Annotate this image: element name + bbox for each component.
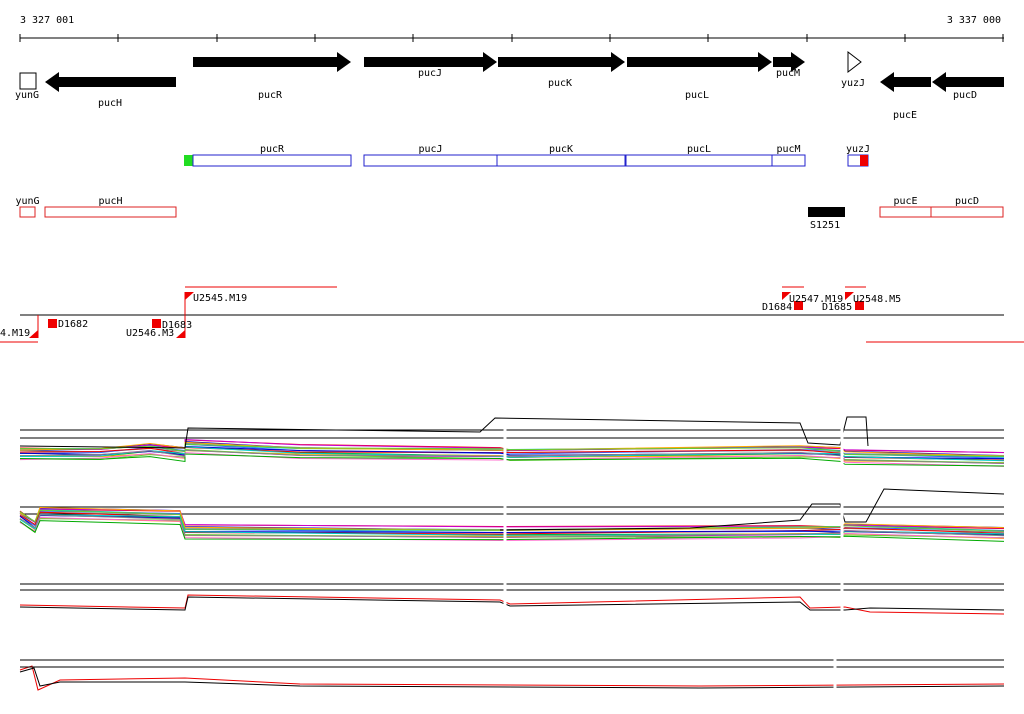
gene-arrow (627, 52, 772, 72)
gene-arrow (773, 52, 805, 72)
segment-label: U2547.M19 (789, 294, 843, 305)
gene-arrow (193, 52, 351, 72)
feature-label: pucR (260, 144, 285, 155)
forward-feature (771, 154, 806, 167)
feature-label: pucE (893, 196, 917, 207)
feature-label: yuzJ (846, 144, 870, 155)
ruler (19, 34, 1004, 42)
expr-top (499, 488, 1005, 531)
segment-label: 4.M19 (0, 328, 30, 339)
gene-arrow (847, 50, 862, 74)
feature-label: pucJ (418, 144, 442, 155)
gene-arrow (364, 52, 497, 72)
s-feature (808, 207, 845, 217)
segment-label: D1683 (162, 320, 192, 331)
segment-label: U2548.M5 (853, 294, 901, 305)
gene-label: pucJ (418, 68, 442, 79)
feature-label: yunG (15, 196, 39, 207)
gene-arrow (498, 52, 625, 72)
expr-top (19, 416, 869, 449)
forward-feature (496, 154, 626, 167)
end-marker (860, 155, 868, 166)
segment-label: D1682 (58, 319, 88, 330)
start-marker (184, 155, 193, 166)
gene-label: pucR (258, 90, 283, 101)
forward-feature (363, 154, 498, 167)
gene-label: yunG (15, 90, 39, 101)
expr-line (19, 667, 1005, 689)
segment-label: D1684 (762, 302, 792, 313)
segment-markers (29, 292, 864, 338)
gene-label: pucM (776, 68, 800, 79)
reverse-feature (44, 206, 177, 218)
feature-label: S1251 (810, 220, 840, 231)
expression-tracks (19, 416, 1005, 695)
expr-line (19, 596, 1005, 611)
ruler-start: 3 327 001 (20, 15, 74, 26)
segment-label: U2545.M19 (193, 293, 247, 304)
reverse-feature (19, 206, 36, 218)
forward-feature (625, 154, 773, 167)
gene-label: pucD (953, 90, 977, 101)
reverse-feature (879, 206, 932, 218)
feature-label: pucK (549, 144, 573, 155)
expr-line (19, 665, 1005, 691)
gene-label: pucK (548, 78, 572, 89)
feature-label: pucM (776, 144, 800, 155)
gene-box (19, 72, 37, 90)
gene-arrow (45, 72, 176, 92)
gene-label: yuzJ (841, 78, 865, 89)
ruler-end: 3 337 000 (947, 15, 1001, 26)
feature-label: pucH (98, 196, 122, 207)
gene-arrow (932, 72, 1004, 92)
expr-line (19, 594, 1005, 615)
gene-arrow (880, 72, 931, 92)
segment-label: U2546.M3 (126, 328, 174, 339)
feature-label: pucD (955, 196, 979, 207)
forward-feature (192, 154, 352, 167)
segment-label: D1685 (822, 302, 852, 313)
gene-label: pucE (893, 110, 917, 121)
gene-label: pucL (685, 90, 709, 101)
reverse-feature (930, 206, 1004, 218)
feature-label: pucL (687, 144, 711, 155)
gene-label: pucH (98, 98, 122, 109)
